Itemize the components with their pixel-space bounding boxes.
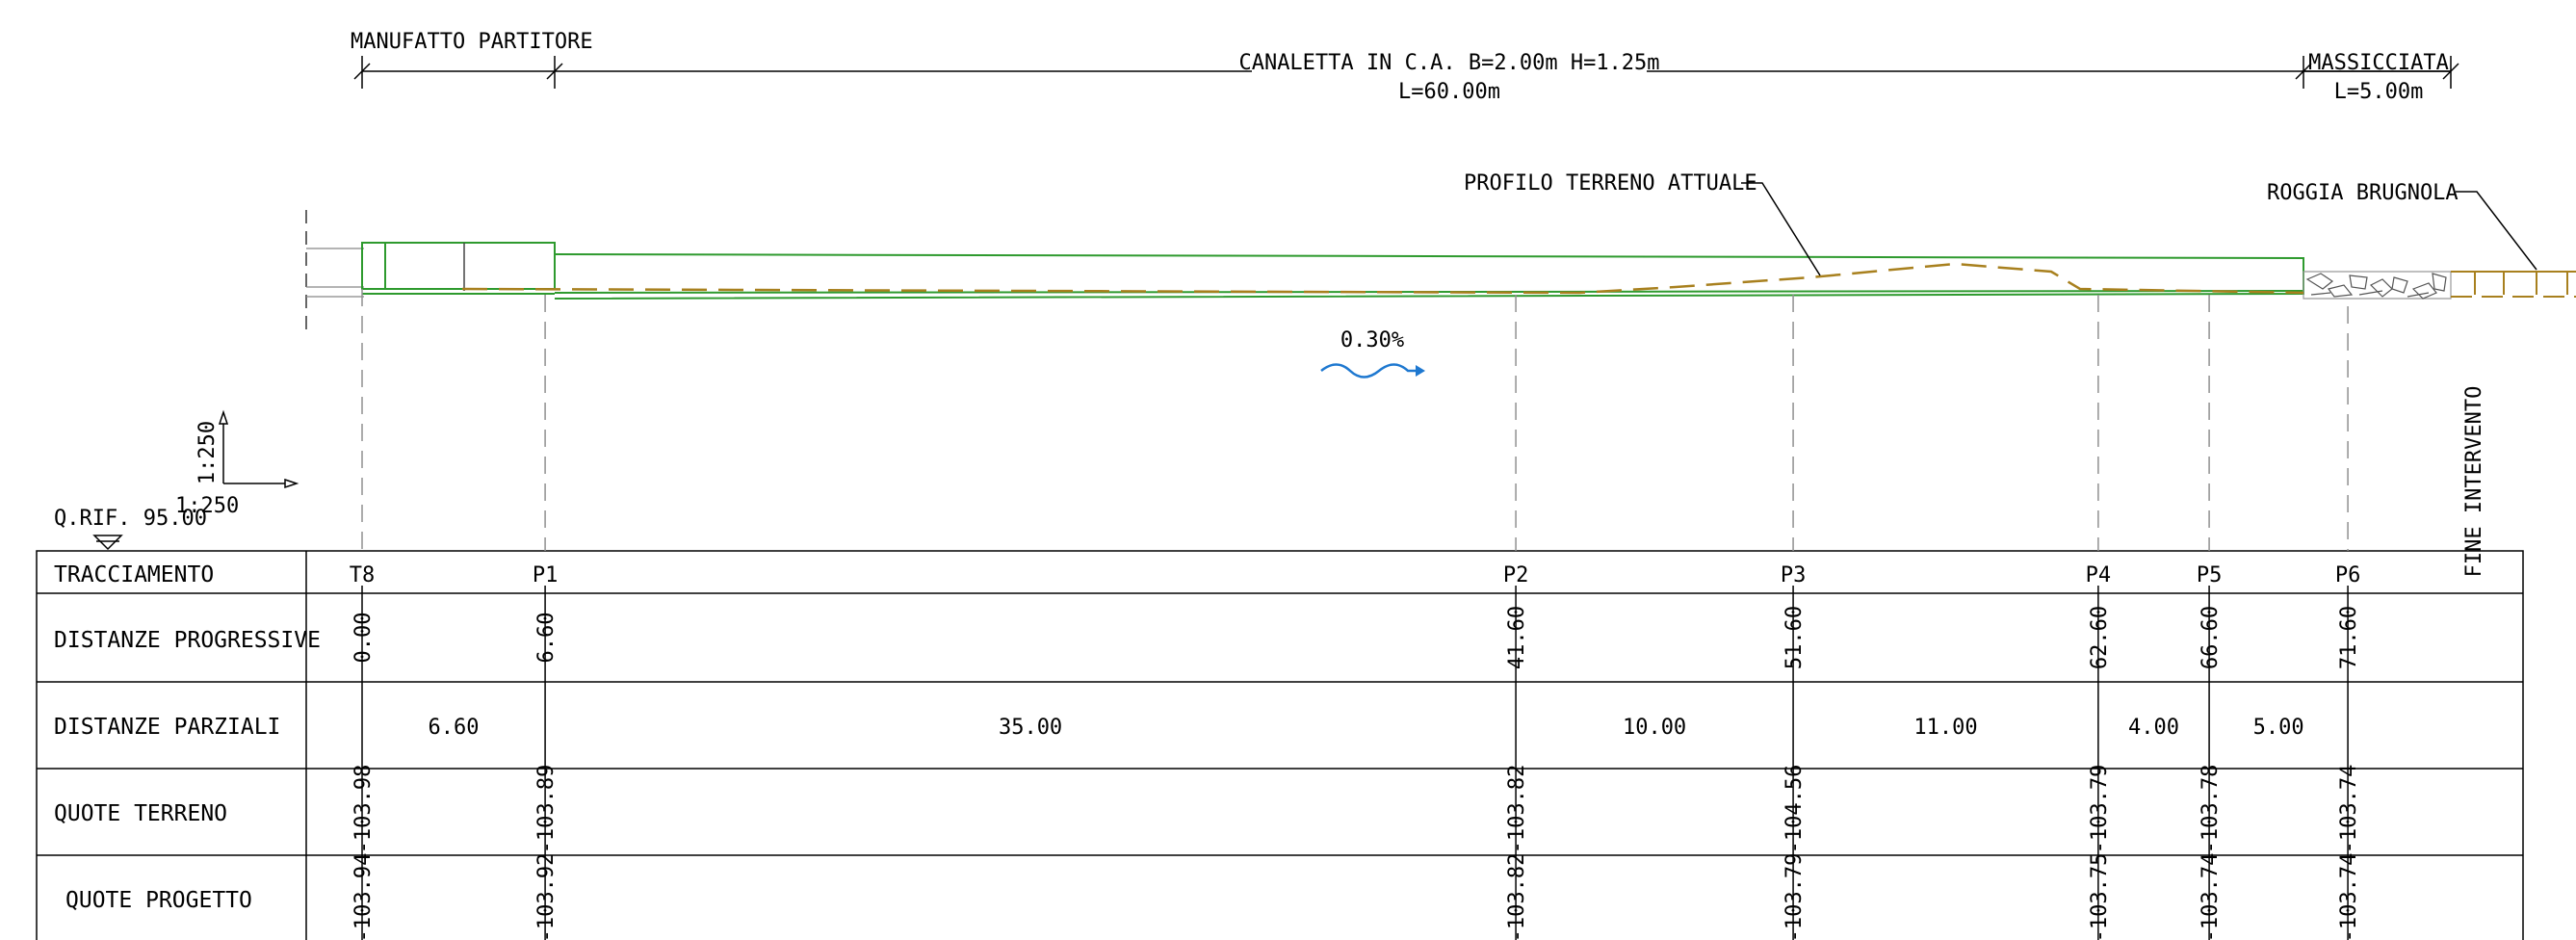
progressiva-value: 62.60	[2088, 606, 2112, 669]
parziali-layer: 6.60 35.00 10.00 11.00 4.00 5.00	[429, 716, 2304, 740]
row-label-parziali: DISTANZE PARZIALI	[54, 715, 280, 740]
vertical-scale-label: 1:250	[195, 421, 220, 484]
parziale-value: 10.00	[1623, 716, 1686, 740]
terreno-value: -103.74	[2337, 765, 2361, 854]
progressiva-value: 41.60	[1505, 606, 1529, 669]
profilo-terreno-label: PROFILO TERRENO ATTUALE	[1464, 171, 1757, 196]
fine-intervento-label: FINE INTERVENTO	[2462, 386, 2486, 578]
station-name: P6	[2335, 563, 2361, 588]
row-label-tracciamento: TRACCIAMENTO	[54, 562, 214, 588]
profile-table-grid	[36, 550, 2524, 940]
canaletta-structure	[362, 253, 2304, 300]
progressiva-value: 66.60	[2199, 606, 2223, 669]
progressiva-value: 51.60	[1782, 606, 1807, 669]
profilo-leader	[1741, 182, 1821, 276]
canaletta-label-1: CANALETTA IN C.A. B=2.00m H=1.25m	[1238, 51, 1659, 75]
station-name: P1	[533, 563, 559, 588]
flow-arrow-icon	[1320, 363, 1416, 379]
row-label-progressive: DISTANZE PROGRESSIVE	[54, 628, 321, 653]
terreno-value: -103.79	[2088, 765, 2112, 854]
massicciata-stone-pattern	[2303, 271, 2452, 300]
flow-arrow-head	[1416, 365, 1425, 377]
reference-level-icon	[92, 535, 123, 551]
canaletta-label-2: L=60.00m	[1398, 80, 1500, 104]
roggia-brugnola-terrain	[2451, 271, 2576, 298]
progetto-value: -103.74	[2337, 853, 2361, 940]
massicciata-label-2: L=5.00m	[2334, 80, 2424, 104]
progressiva-value: 6.60	[534, 613, 559, 664]
horizontal-scale-label: 1:250	[175, 494, 239, 518]
left-end-marks	[305, 210, 364, 337]
progetto-value: -103.82	[1505, 853, 1529, 940]
terreno-value: -103.78	[2199, 765, 2223, 854]
parziale-value: 5.00	[2253, 716, 2304, 740]
slope-label: 0.30%	[1340, 328, 1404, 352]
row-label-terreno: QUOTE TERRENO	[54, 801, 227, 826]
manufatto-label: MANUFATTO PARTITORE	[351, 30, 593, 54]
scale-symbol	[218, 409, 299, 489]
station-layer: T8 0.00 -103.98-103.94 P1 6.60 -103.89-103.92…	[350, 289, 2361, 940]
roggia-leader	[2456, 191, 2537, 271]
massicciata-label-1: MASSICCIATA	[2308, 51, 2449, 75]
station-name: T8	[350, 563, 376, 588]
terreno-value: -103.89	[534, 765, 559, 854]
progetto-value: -103.94	[351, 853, 376, 940]
terreno-value: -104.56	[1782, 765, 1807, 854]
station-name: P2	[1503, 563, 1529, 588]
top-dimension-line	[353, 56, 2459, 89]
progetto-value: -103.74	[2199, 853, 2223, 940]
terreno-value: -103.82	[1505, 765, 1529, 854]
manufatto-partitore-structure	[361, 242, 556, 290]
progetto-value: -103.79	[1782, 853, 1807, 940]
progressiva-value: 71.60	[2337, 606, 2361, 669]
parziale-value: 4.00	[2128, 716, 2179, 740]
station-name: P5	[2197, 563, 2223, 588]
station-name: P4	[2086, 563, 2112, 588]
existing-terrain-profile	[461, 262, 2304, 295]
terreno-value: -103.98	[351, 765, 376, 854]
station-name: P3	[1781, 563, 1807, 588]
row-label-progetto: QUOTE PROGETTO	[65, 888, 252, 913]
reference-level-label: Q.RIF. 95.00	[54, 507, 207, 531]
progetto-value: -103.75	[2088, 853, 2112, 940]
parziale-value: 11.00	[1913, 716, 1977, 740]
progressiva-value: 0.00	[351, 613, 376, 664]
progetto-value: -103.92	[534, 853, 559, 940]
parziale-value: 6.60	[429, 716, 480, 740]
parziale-value: 35.00	[999, 716, 1062, 740]
roggia-label: ROGGIA BRUGNOLA	[2267, 181, 2459, 205]
